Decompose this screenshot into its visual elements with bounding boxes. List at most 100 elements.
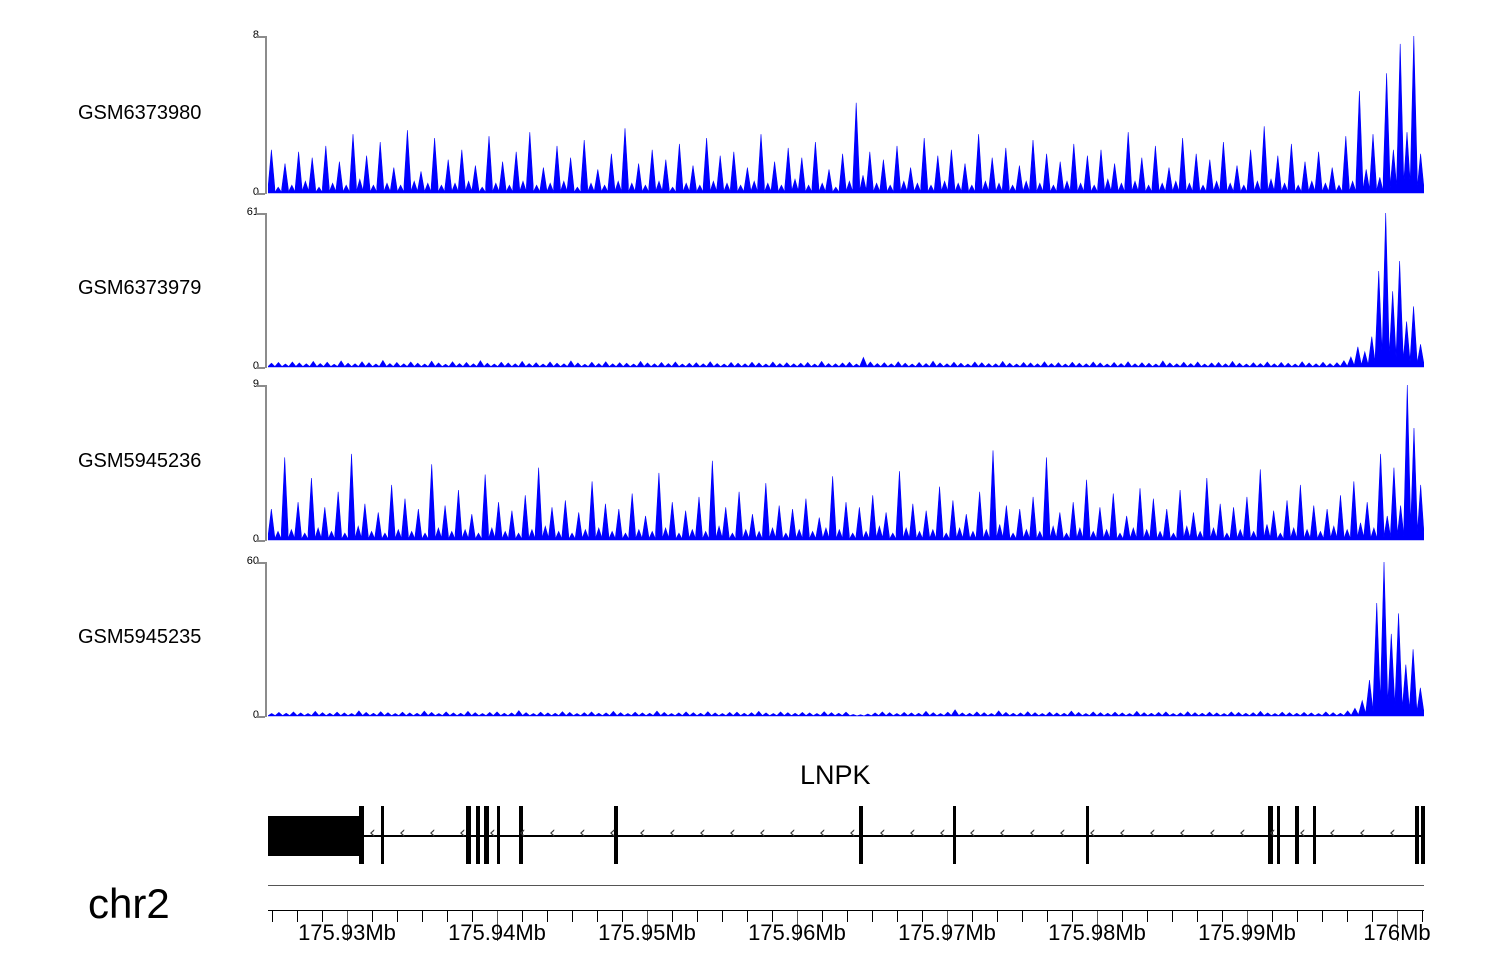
strand-arrow-icon: ‹	[1179, 823, 1186, 843]
coverage-area	[268, 562, 1424, 717]
strand-arrow-icon: ‹	[1149, 823, 1156, 843]
gene-exon[interactable]	[359, 806, 364, 864]
axis-max-label: 61	[246, 206, 259, 218]
ruler-major-tick	[497, 911, 498, 941]
ruler-tick-label: 176Mb	[1363, 920, 1431, 945]
axis-max-label: 8	[252, 29, 259, 41]
strand-arrow-icon: ‹	[1329, 823, 1336, 843]
ruler-minor-tick	[1372, 911, 1373, 922]
strand-arrow-icon: ‹	[939, 823, 946, 843]
ruler-tick-label: 175.95Mb	[598, 920, 696, 945]
gene-exon[interactable]	[1415, 806, 1419, 864]
axis-min-label: 0	[252, 186, 259, 198]
gene-exon[interactable]	[466, 806, 471, 864]
y-axis-line	[265, 385, 267, 541]
strand-arrow-icon: ‹	[1059, 823, 1066, 843]
ruler-minor-tick	[1272, 911, 1273, 922]
ruler-minor-tick	[547, 911, 548, 922]
strand-arrow-icon: ‹	[459, 823, 466, 843]
strand-arrow-icon: ‹	[1359, 823, 1366, 843]
ruler-major-tick	[947, 911, 948, 941]
ruler-minor-tick	[972, 911, 973, 922]
ruler-minor-tick	[847, 911, 848, 922]
ruler-minor-tick	[697, 911, 698, 922]
axis-min-label: 0	[252, 360, 259, 372]
strand-arrow-icon: ‹	[399, 823, 406, 843]
ruler-minor-tick	[572, 911, 573, 922]
gene-exon[interactable]	[381, 806, 384, 864]
gene-exon[interactable]	[953, 806, 956, 864]
track-data-area[interactable]	[268, 562, 1424, 717]
track-data-area[interactable]	[268, 213, 1424, 368]
ruler-minor-tick	[822, 911, 823, 922]
strand-arrow-icon: ‹	[609, 823, 616, 843]
ruler-major-tick	[647, 911, 648, 941]
ruler-minor-tick	[1072, 911, 1073, 922]
ruler-tick-label: 175.94Mb	[448, 920, 546, 945]
ruler-minor-tick	[447, 911, 448, 922]
gene-exon[interactable]	[1295, 806, 1299, 864]
track-data-area[interactable]	[268, 385, 1424, 541]
ruler-minor-tick	[922, 911, 923, 922]
strand-arrow-icon: ‹	[489, 823, 496, 843]
ruler-minor-tick	[522, 911, 523, 922]
gene-name-label: LNPK	[800, 760, 871, 790]
axis-max-label: 9	[252, 378, 259, 390]
strand-arrow-icon: ‹	[579, 823, 586, 843]
strand-arrow-icon: ‹	[1029, 823, 1036, 843]
y-axis-line	[265, 213, 267, 368]
ruler-tick-label: 175.93Mb	[298, 920, 396, 945]
ruler-major-tick	[1397, 911, 1398, 941]
y-axis-line	[265, 562, 267, 717]
gene-intron-line	[268, 835, 1424, 837]
strand-arrow-icon: ‹	[999, 823, 1006, 843]
gene-exon[interactable]	[1086, 806, 1089, 864]
ruler-baseline	[268, 910, 1424, 911]
gene-exon[interactable]	[476, 806, 480, 864]
ruler-minor-tick	[1297, 911, 1298, 922]
coverage-plot	[268, 562, 1424, 717]
track-data-area[interactable]	[268, 36, 1424, 194]
y-axis-bottom-tick	[256, 367, 265, 369]
ruler-minor-tick	[1122, 911, 1123, 922]
strand-arrow-icon: ‹	[1239, 823, 1246, 843]
y-axis-bottom-tick	[256, 193, 265, 195]
ruler-minor-tick	[1222, 911, 1223, 922]
coverage-area	[268, 213, 1424, 368]
track-label: GSM6373979	[78, 277, 202, 299]
gene-exon[interactable]	[614, 806, 618, 864]
ruler-minor-tick	[297, 911, 298, 922]
coverage-plot	[268, 213, 1424, 368]
gene-exon[interactable]	[497, 806, 500, 864]
ruler-minor-tick	[597, 911, 598, 922]
ruler-minor-tick	[1422, 911, 1423, 922]
strand-arrow-icon: ‹	[639, 823, 646, 843]
gene-exon[interactable]	[519, 806, 523, 864]
ruler-minor-tick	[622, 911, 623, 922]
y-axis-top-tick	[256, 562, 265, 564]
gene-exon[interactable]	[1268, 806, 1273, 864]
ruler-minor-tick	[322, 911, 323, 922]
gene-exon[interactable]	[484, 806, 489, 864]
gene-exon[interactable]	[1277, 806, 1280, 864]
strand-arrow-icon: ‹	[1209, 823, 1216, 843]
strand-arrow-icon: ‹	[519, 823, 526, 843]
gene-model-panel[interactable]: LNPK ‹ ‹ ‹ ‹ ‹ ‹ ‹ ‹ ‹ ‹ ‹ ‹ ‹ ‹ ‹ ‹ ‹ ‹ ‹ ‹ ‹ ‹ ‹ ‹ ‹ ‹ ‹ ‹ ‹ ‹ ‹ ‹ ‹ ‹ ‹	[0, 760, 1500, 890]
y-axis-top-tick	[256, 213, 265, 215]
coordinate-ruler[interactable]: chr2 175.93Mb 175.94Mb 175.95Mb 175.96Mb 175…	[0, 880, 1500, 980]
ruler-major-tick	[1097, 911, 1098, 941]
strand-arrow-icon: ‹	[1269, 823, 1276, 843]
gene-exon[interactable]	[859, 806, 863, 864]
ruler-minor-tick	[722, 911, 723, 922]
ruler-minor-tick	[1197, 911, 1198, 922]
ruler-tick-label: 175.99Mb	[1198, 920, 1296, 945]
axis-min-label: 0	[252, 533, 259, 545]
gene-exon[interactable]	[1421, 806, 1425, 864]
gene-utr-block[interactable]	[268, 816, 359, 856]
ruler-tick-label: 175.96Mb	[748, 920, 846, 945]
track-label: GSM5945235	[78, 626, 202, 648]
ruler-minor-tick	[372, 911, 373, 922]
strand-arrow-icon: ‹	[819, 823, 826, 843]
gene-exon[interactable]	[1313, 806, 1316, 864]
strand-arrow-icon: ‹	[729, 823, 736, 843]
